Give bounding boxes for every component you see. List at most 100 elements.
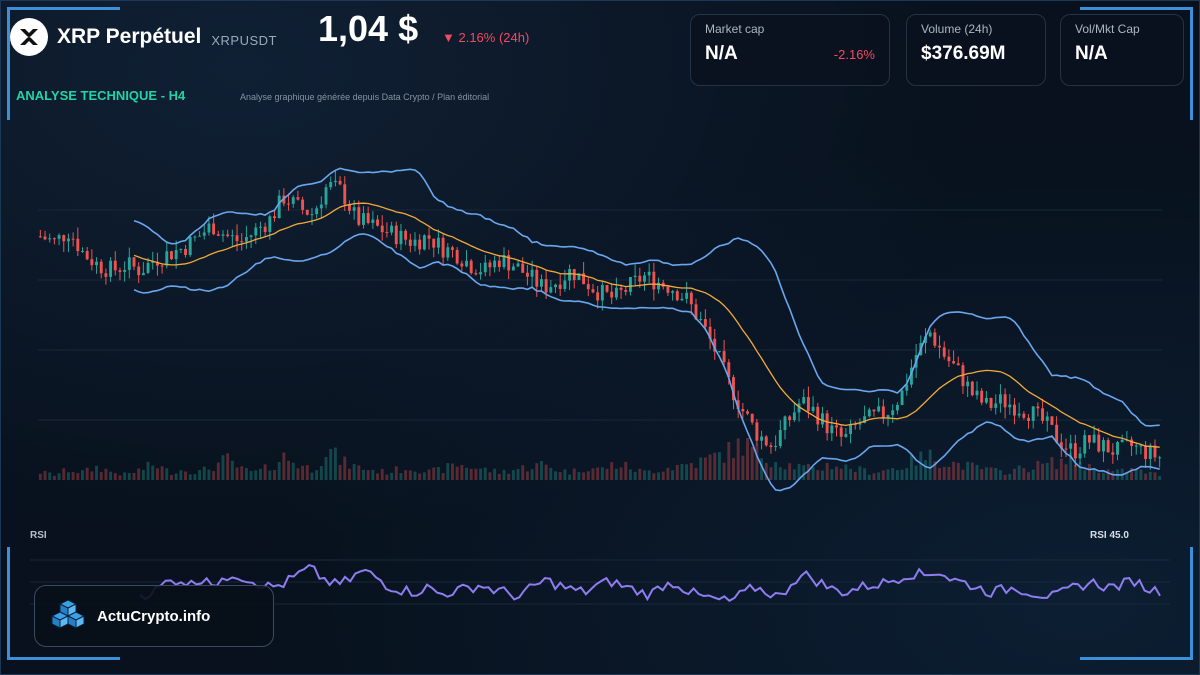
volume-bar — [558, 472, 562, 480]
volume-bar — [769, 467, 773, 480]
volume-bar — [99, 472, 103, 480]
volume-bar — [938, 467, 941, 480]
page-title: XRP Perpétuel — [57, 25, 202, 48]
candle-body — [1041, 408, 1045, 421]
volume-bar — [127, 473, 131, 480]
volume-bar — [736, 438, 740, 480]
volume-bar — [493, 468, 497, 480]
volume-bar — [1041, 463, 1045, 480]
volume-bar — [422, 472, 426, 480]
candle-body — [600, 285, 604, 301]
candle-body — [657, 282, 660, 290]
candles — [38, 170, 1162, 470]
volume-bar — [460, 464, 464, 480]
volume-bar — [586, 471, 590, 480]
volume-bar — [1092, 468, 1096, 480]
volume-bar — [170, 474, 173, 480]
volume-bar — [366, 470, 370, 480]
volume-bar — [877, 472, 881, 480]
candle-body — [380, 225, 384, 233]
volume-bar — [811, 467, 815, 480]
volume-bar — [235, 467, 239, 480]
volume-bar — [572, 468, 576, 480]
candle-body — [296, 197, 300, 200]
candle-body — [174, 249, 178, 260]
candle-body — [90, 259, 94, 266]
candle-body — [263, 226, 267, 233]
candle-body — [483, 262, 487, 273]
volume-bar — [81, 470, 84, 480]
candle-body — [614, 287, 618, 298]
frame-corner — [1080, 7, 1193, 120]
candle-body — [881, 406, 885, 418]
candle-body — [371, 219, 375, 224]
volume-bar — [783, 469, 787, 480]
volume-bar — [914, 465, 918, 480]
volume-bar — [722, 462, 726, 480]
candle-body — [118, 270, 122, 272]
volume-bar — [244, 468, 248, 480]
volume-bar — [516, 468, 520, 480]
candle-body — [722, 351, 726, 363]
volume-bar — [123, 472, 127, 480]
volume-bar — [1144, 473, 1148, 480]
candle-body — [1055, 424, 1059, 443]
candle-body — [66, 238, 70, 242]
volume-bar — [994, 468, 998, 480]
volume-bar — [146, 461, 150, 480]
candle-body — [816, 406, 820, 425]
volume-bar — [1073, 464, 1077, 480]
current-price: 1,04 $ — [318, 8, 419, 49]
candle-body — [413, 239, 417, 246]
candle-body — [952, 361, 956, 364]
candle-body — [394, 225, 398, 245]
candle-body — [891, 410, 895, 416]
volume-bar — [1083, 470, 1087, 480]
volume-bar — [980, 469, 984, 480]
candle-body — [1106, 440, 1110, 453]
candle-body — [853, 424, 857, 426]
volume-bar — [488, 472, 492, 480]
candle-body — [465, 260, 468, 267]
candle-body — [713, 338, 717, 352]
volume-bar — [1125, 472, 1129, 480]
candle-body — [942, 347, 946, 357]
candle-body — [488, 262, 492, 268]
volume-bar — [661, 471, 665, 480]
volume-bar — [483, 467, 487, 480]
candle-body — [343, 184, 347, 205]
candle-body — [1078, 453, 1082, 459]
candle-body — [436, 237, 440, 248]
volume-bar — [502, 469, 506, 480]
cubes-logo-icon — [50, 598, 86, 635]
candle-body — [732, 377, 735, 401]
candle-body — [160, 265, 164, 267]
candle-body — [287, 203, 291, 205]
candle-body — [362, 213, 365, 225]
candle-body — [235, 235, 239, 242]
brand-badge[interactable]: ActuCrypto.info — [34, 585, 274, 647]
candle-body — [113, 260, 117, 271]
candle-body — [975, 390, 979, 396]
volume-bar — [886, 469, 890, 480]
volume-bar — [1106, 469, 1110, 480]
volume-bar — [436, 467, 440, 480]
moving-average-line — [133, 202, 1160, 448]
candle-body — [188, 236, 192, 255]
candle-body — [399, 230, 403, 245]
candle-body — [1083, 435, 1087, 454]
candle-body — [104, 273, 108, 277]
bollinger-upper-line — [133, 167, 1160, 427]
volume-bar — [610, 462, 614, 480]
candle-body — [525, 272, 529, 277]
volume-bar — [1148, 471, 1152, 480]
volume-bars — [38, 438, 1162, 480]
volume-bar — [1153, 472, 1157, 480]
volume-bar — [315, 470, 319, 480]
volume-bar — [619, 467, 623, 480]
volume-bar — [1050, 457, 1054, 480]
volume-bar — [474, 468, 478, 480]
candle-body — [385, 232, 389, 234]
candle-body — [708, 326, 712, 339]
candle-body — [671, 291, 675, 293]
